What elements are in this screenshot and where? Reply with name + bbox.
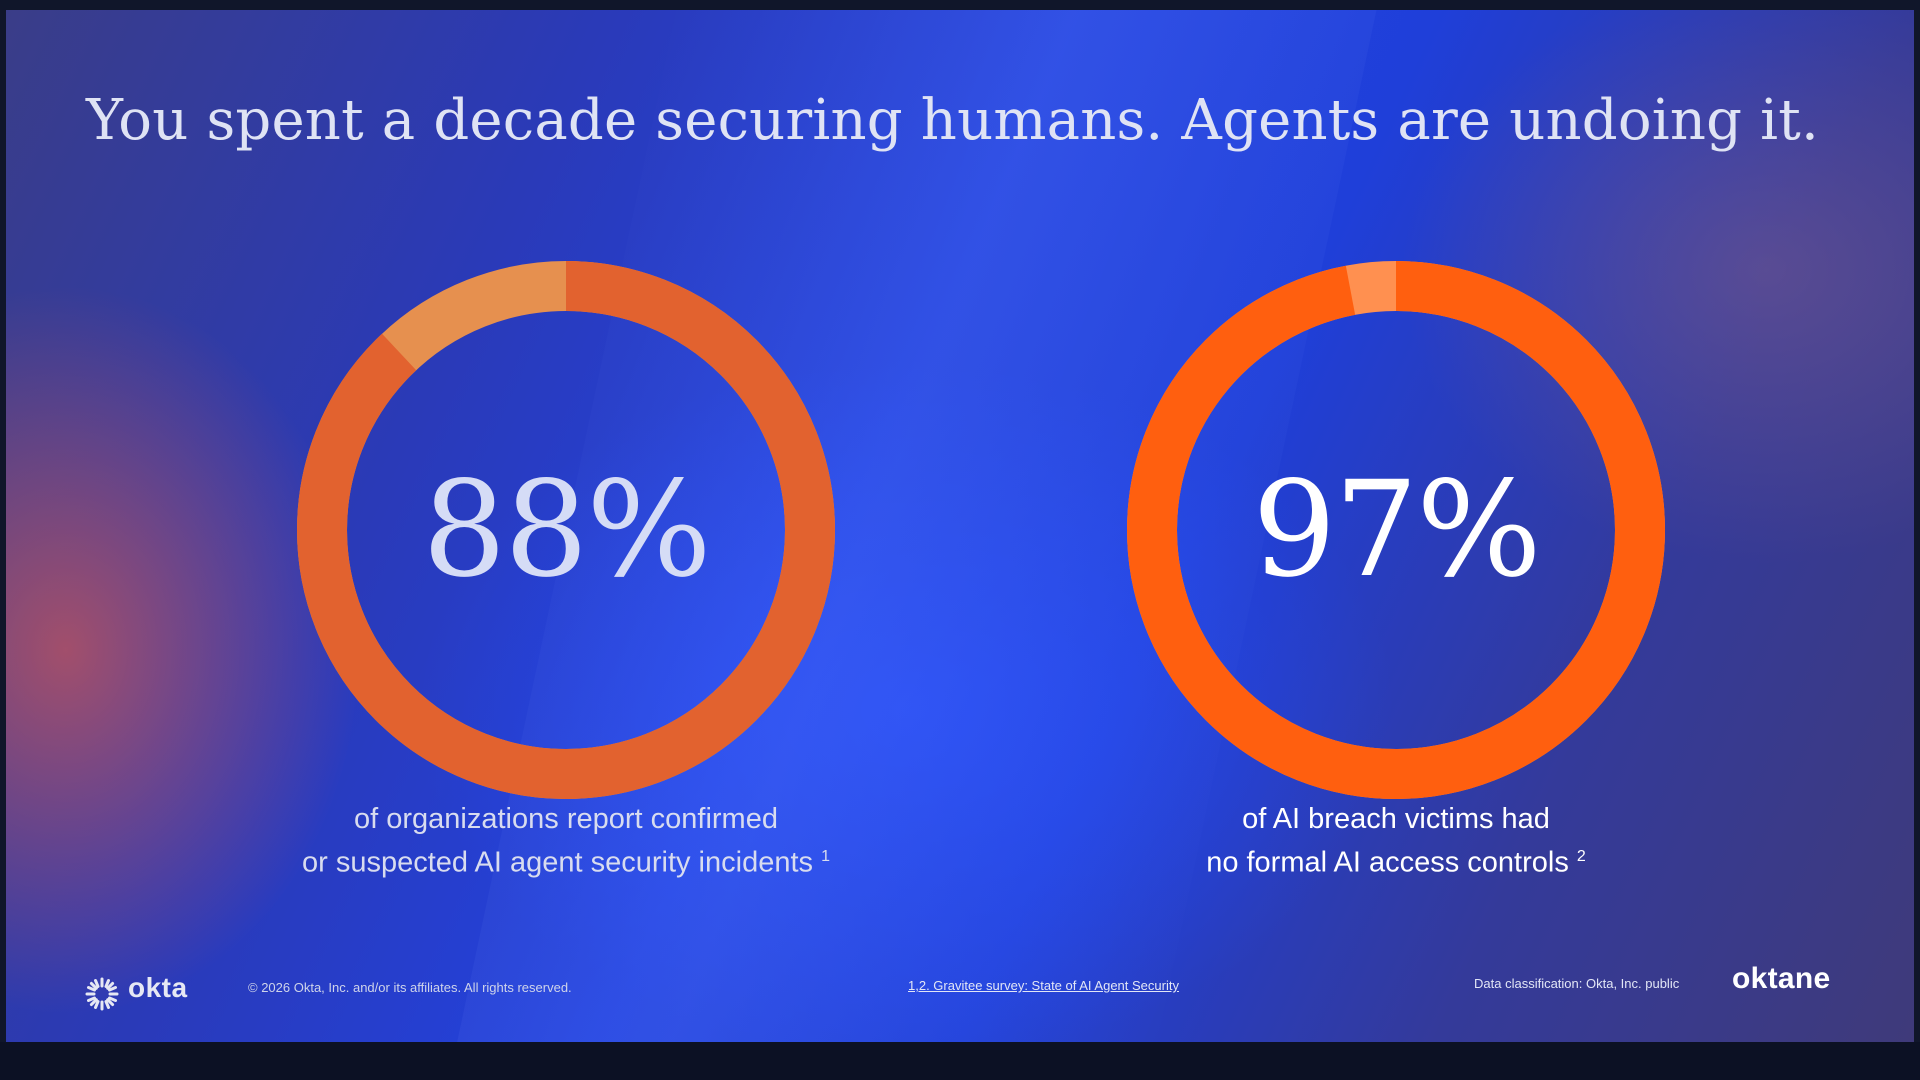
donut-value-arc-right bbox=[1127, 261, 1665, 799]
okta-wordmark: okta bbox=[128, 972, 188, 1003]
display-bezel bbox=[0, 1042, 1920, 1080]
stat-card-right: 97% of AI breach victims had no formal A… bbox=[1116, 260, 1676, 900]
okta-sunburst-icon bbox=[85, 977, 119, 1011]
stat-caption-left: of organizations report confirmed or sus… bbox=[246, 800, 886, 882]
caption-line-2-left: or suspected AI agent security incidents bbox=[302, 846, 814, 879]
donut-value-arc-left bbox=[297, 261, 835, 799]
stat-caption-right: of AI breach victims had no formal AI ac… bbox=[1076, 800, 1716, 882]
copyright-text: © 2026 Okta, Inc. and/or its affiliates.… bbox=[248, 980, 572, 995]
footnote-marker-left: 1 bbox=[821, 848, 830, 865]
donut-chart-right: 97% bbox=[1126, 260, 1666, 800]
donut-svg-left bbox=[297, 261, 835, 799]
footnote-marker-right: 2 bbox=[1576, 848, 1586, 865]
oktane-logo: oktane bbox=[1732, 962, 1831, 995]
source-citation-link[interactable]: 1,2. Gravitee survey: State of AI Agent … bbox=[908, 978, 1179, 993]
slide-title: You spent a decade securing humans. Agen… bbox=[86, 88, 1819, 153]
donut-svg-right bbox=[1127, 261, 1665, 799]
presentation-slide: You spent a decade securing humans. Agen… bbox=[6, 10, 1914, 1042]
data-classification-text: Data classification: Okta, Inc. public bbox=[1474, 976, 1680, 991]
slide-footer: okta © 2026 Okta, Inc. and/or its affili… bbox=[6, 962, 1914, 1011]
stat-card-left: 88% of organizations report confirmed or… bbox=[286, 260, 846, 900]
donut-chart-left: 88% bbox=[296, 260, 836, 800]
caption-line-1-left: of organizations report confirmed bbox=[354, 803, 778, 835]
caption-line-1-right: of AI breach victims had bbox=[1242, 803, 1550, 835]
stat-value-left: 88% bbox=[422, 453, 711, 607]
caption-line-2-right: no formal AI access controls bbox=[1206, 846, 1569, 879]
stat-value-right: 97% bbox=[1252, 453, 1541, 607]
